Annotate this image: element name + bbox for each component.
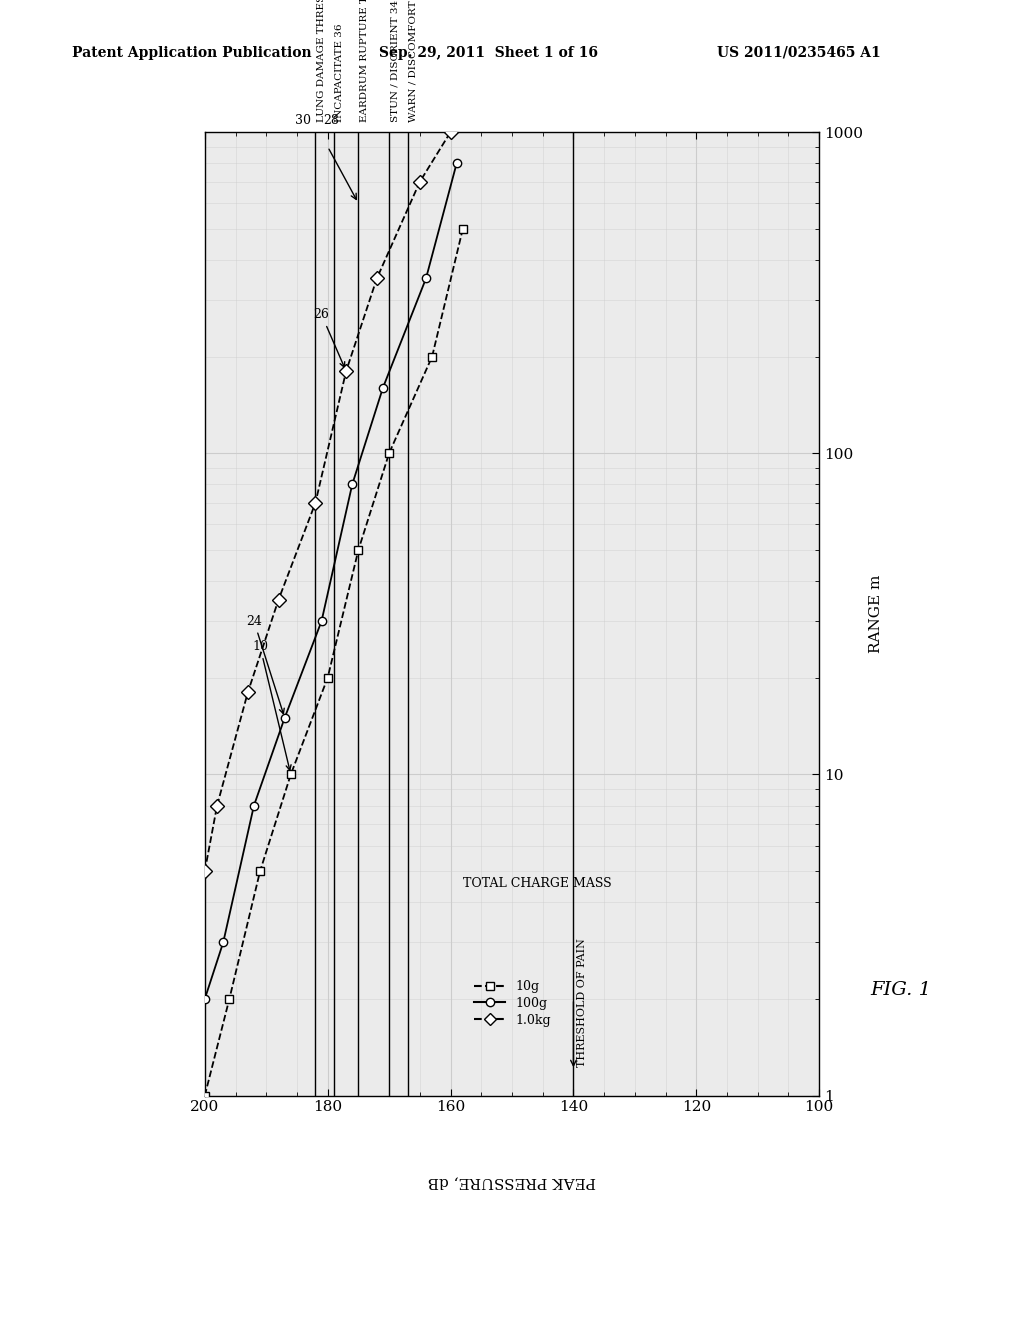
Text: Sep. 29, 2011  Sheet 1 of 16: Sep. 29, 2011 Sheet 1 of 16 [379, 46, 598, 59]
Text: EARDRUM RUPTURE THRESHOLD: EARDRUM RUPTURE THRESHOLD [359, 0, 369, 123]
Text: Patent Application Publication: Patent Application Publication [72, 46, 311, 59]
Text: 24: 24 [246, 615, 285, 714]
Text: STUN / DISORIENT 34: STUN / DISORIENT 34 [390, 0, 399, 123]
Text: WARN / DISCOMFORT 32: WARN / DISCOMFORT 32 [409, 0, 418, 123]
Text: TOTAL CHARGE MASS: TOTAL CHARGE MASS [463, 876, 611, 890]
Text: 30: 30 [295, 115, 311, 127]
Text: 26: 26 [313, 308, 345, 367]
Text: RANGE m: RANGE m [868, 574, 883, 653]
Text: LUNG DAMAGE THRESHOLD: LUNG DAMAGE THRESHOLD [316, 0, 326, 123]
Text: INCAPACITATE 36: INCAPACITATE 36 [335, 24, 344, 123]
Text: FIG. 1: FIG. 1 [870, 981, 932, 999]
Text: 28: 28 [323, 115, 339, 127]
Text: 10: 10 [252, 640, 291, 770]
Legend: 10g, 100g, 1.0kg: 10g, 100g, 1.0kg [469, 975, 556, 1031]
Text: PEAK PRESSURE, dB: PEAK PRESSURE, dB [428, 1175, 596, 1188]
Text: US 2011/0235465 A1: US 2011/0235465 A1 [717, 46, 881, 59]
Text: THRESHOLD OF PAIN: THRESHOLD OF PAIN [577, 937, 587, 1067]
